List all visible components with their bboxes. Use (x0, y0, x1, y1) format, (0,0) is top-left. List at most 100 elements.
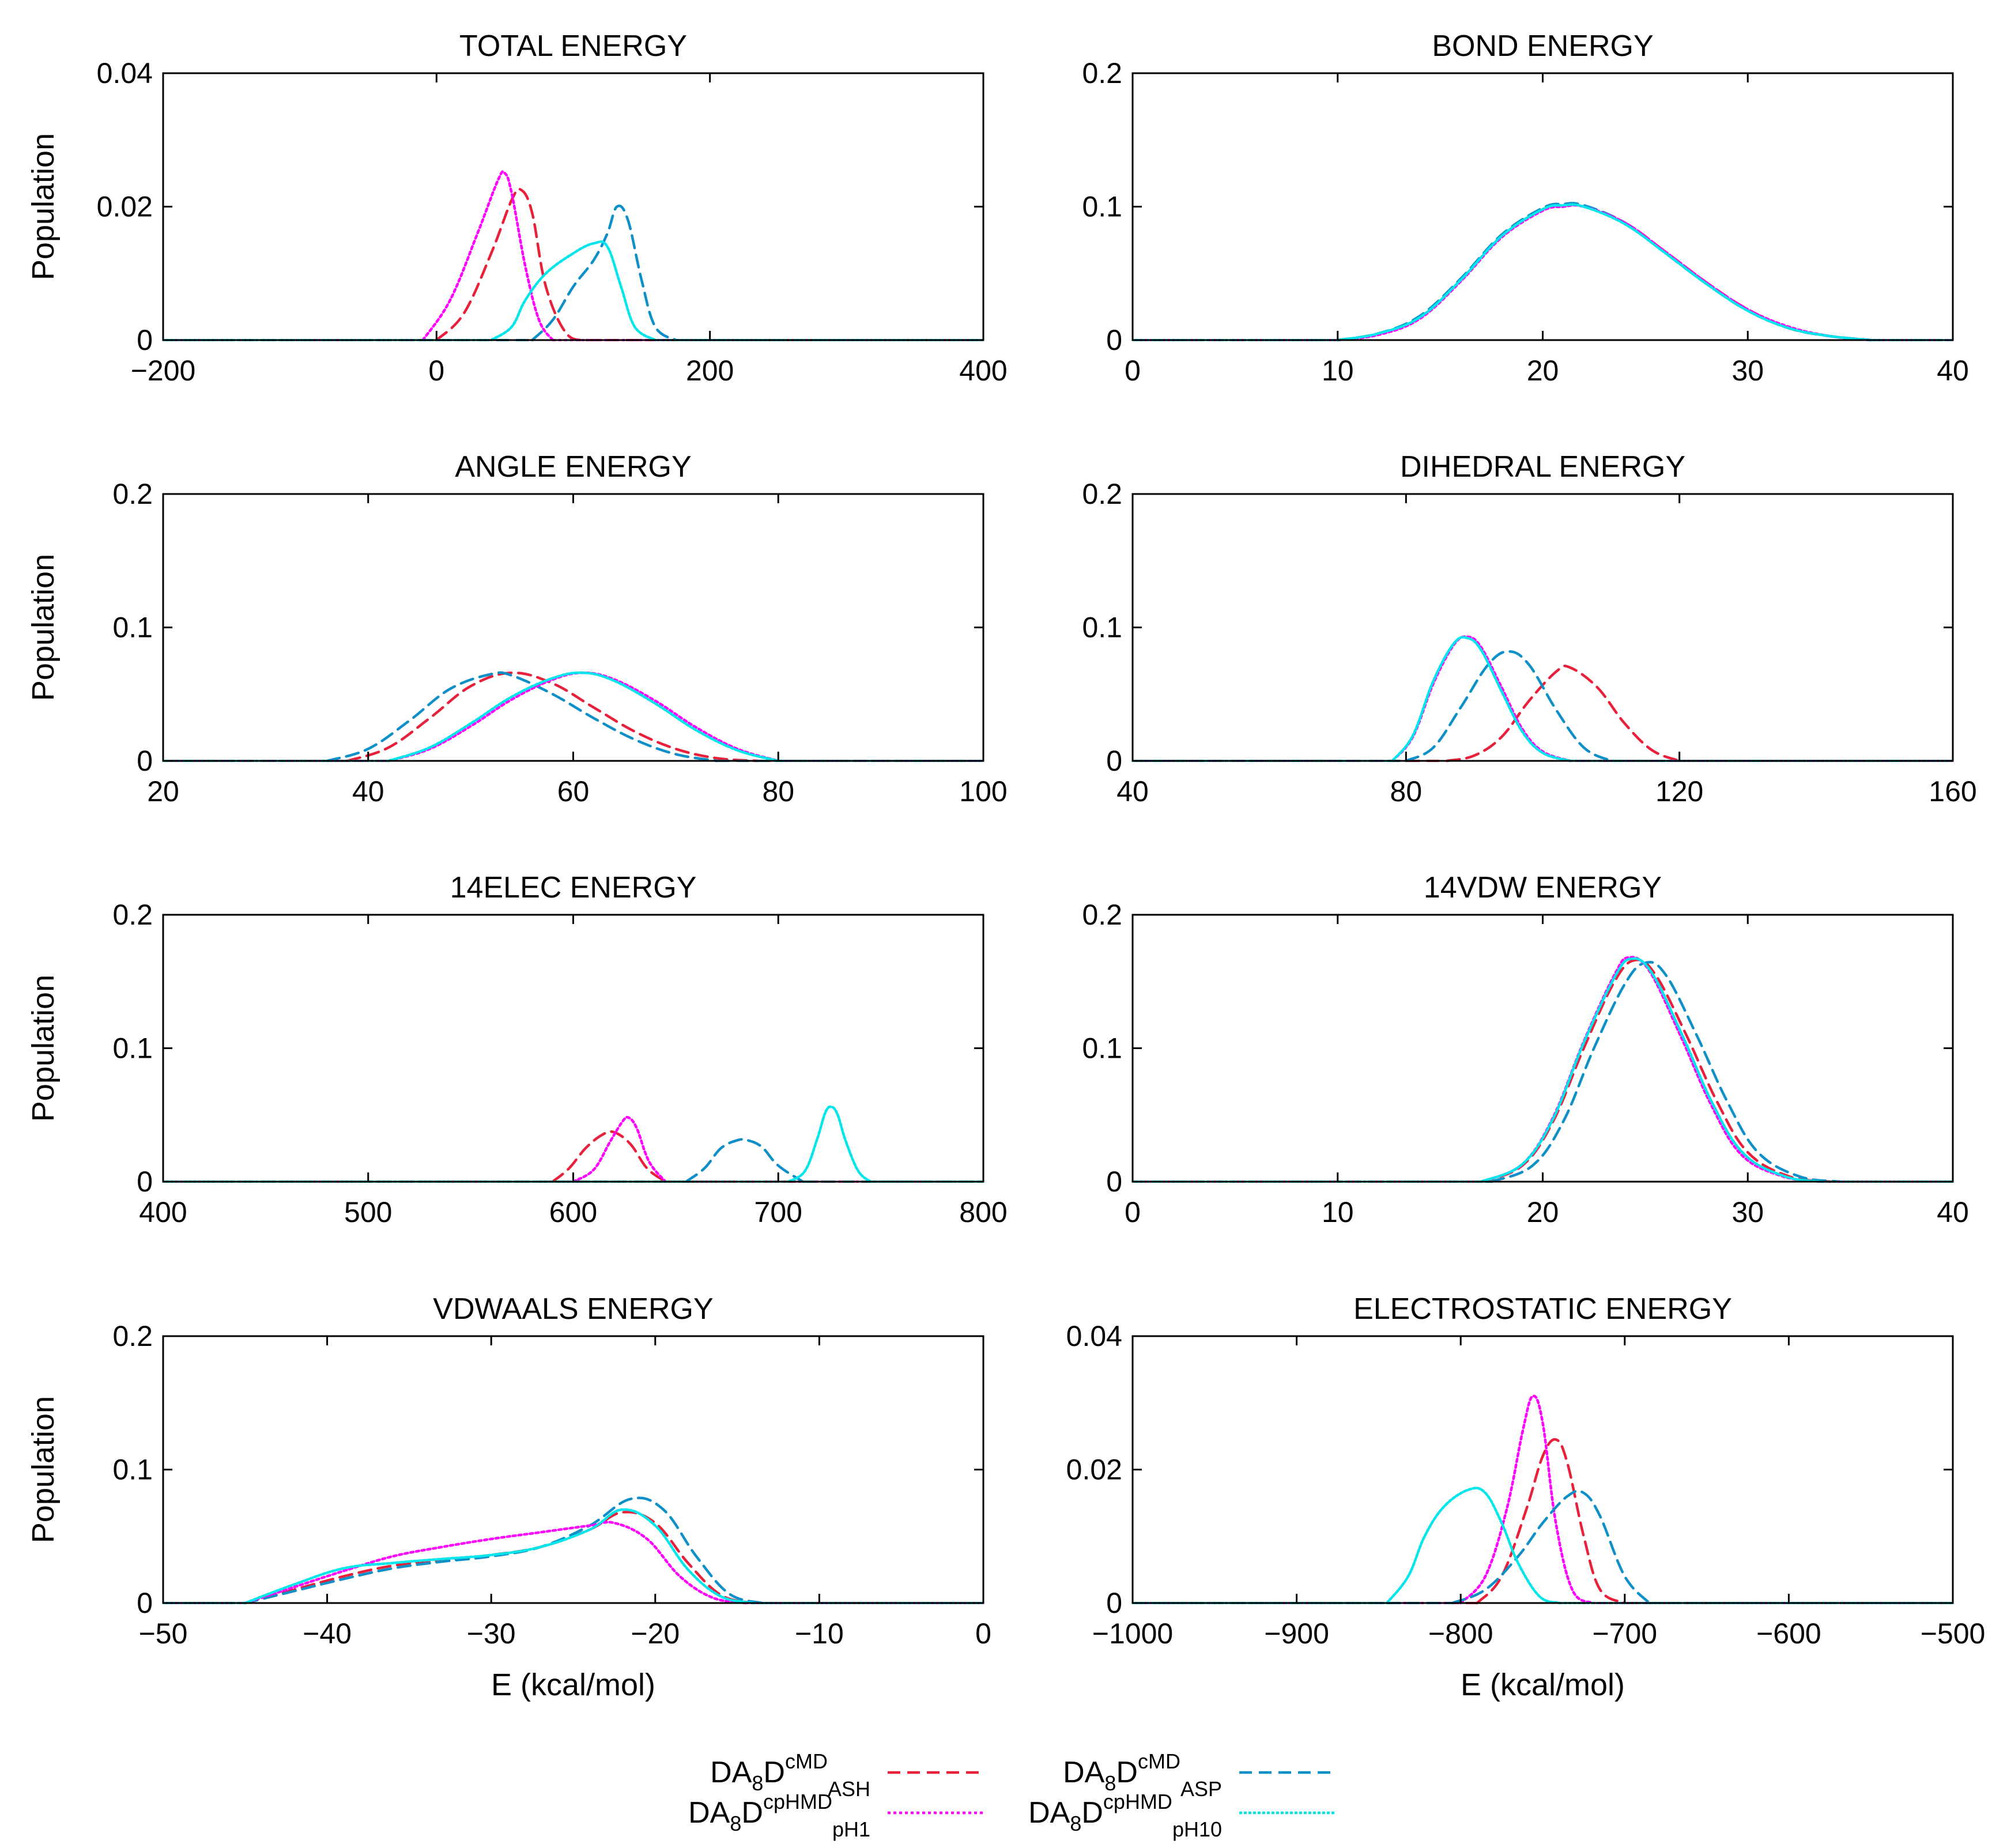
y-tick-label: 0.1 (112, 1454, 153, 1486)
series-line-ph10 (1385, 1487, 1561, 1605)
y-tick-label: 0 (1106, 1587, 1122, 1619)
series-lines (163, 671, 983, 763)
series-line-asp (326, 671, 718, 763)
chart-panel: ELECTROSTATIC ENERGY −1000 −900 −800 −700 −60… (1066, 1292, 1986, 1702)
x-tick-label: −40 (303, 1617, 352, 1650)
panel-title: ELECTROSTATIC ENERGY (1353, 1292, 1732, 1326)
plot-frame (162, 914, 984, 1183)
legend-label-base: DA (710, 1756, 752, 1789)
series-lines (1133, 635, 1953, 763)
legend-label-sup: cpHMD (763, 1790, 832, 1813)
series-line-ash (435, 187, 588, 342)
y-tick-label: 0.1 (112, 1032, 153, 1065)
series-line-ash (244, 1510, 755, 1605)
series-line-ash (1476, 1438, 1627, 1605)
legend-label-sub2: pH10 (1172, 1817, 1222, 1841)
legend-label-sub2: ASP (1180, 1777, 1222, 1801)
series-line-asp (1405, 650, 1613, 763)
x-tick-label: 500 (344, 1196, 392, 1228)
x-tick-label: 40 (1116, 775, 1149, 808)
x-tick-label: 30 (1731, 1196, 1764, 1228)
legend-label-sub2: pH1 (832, 1817, 870, 1841)
x-tick-label: −600 (1756, 1617, 1821, 1650)
y-tick-label: 0.04 (97, 57, 153, 89)
series-line-ph10 (1391, 636, 1572, 763)
y-tick-label: 0 (137, 1166, 153, 1198)
x-tick-label: −30 (467, 1617, 516, 1650)
y-tick-label: 0 (1106, 1166, 1122, 1198)
legend-label-sup: cMD (785, 1749, 828, 1773)
x-tick-label: 0 (1125, 354, 1141, 387)
chart-panel: ANGLE ENERGY 20 40 60 80 100 0 0.1 0.2 Population (26, 450, 1008, 808)
y-tick-label: 0.2 (1082, 57, 1122, 89)
x-tick-label: 80 (762, 775, 794, 808)
legend-entry-ph10: DA8DcpHMDpH10 (1028, 1790, 1334, 1841)
legend-label-base: DA (1063, 1756, 1105, 1789)
y-axis-label: Population (26, 975, 61, 1122)
legend-label-sup: cMD (1138, 1749, 1180, 1773)
legend-label: DA8DcMDASP (1063, 1749, 1222, 1801)
y-tick-label: 0.1 (112, 612, 153, 644)
x-tick-label: −900 (1264, 1617, 1329, 1650)
series-line-ph1 (421, 170, 554, 342)
chart-panel: TOTAL ENERGY−200 0 200 40000.020.04Populati… (26, 29, 1008, 387)
chart-panel: BOND ENERGY 0 10 20 30 40 0 0.1 0.2 (1082, 29, 1968, 387)
plot-frame (1131, 493, 1954, 762)
chart-panel: DIHEDRAL ENERGY 40 80 120 160 0 0.1 0.2 (1082, 450, 1976, 808)
series-lines (163, 1496, 983, 1605)
series-lines (163, 170, 983, 342)
legend-label-sub1: 8 (752, 1771, 763, 1795)
legend-label-sup: cpHMD (1103, 1790, 1172, 1813)
legend-entry-ash: DA8DcMDASH (710, 1749, 983, 1801)
series-line-asp (244, 1496, 764, 1605)
x-axis-label: E (kcal/mol) (491, 1668, 655, 1702)
legend-label-sub2: ASH (828, 1777, 870, 1801)
y-tick-label: 0.2 (112, 478, 153, 510)
chart-panel: 14ELEC ENERGY 400 500 600 700 800 0 0.1 0.2 Popul… (26, 871, 1008, 1228)
y-tick-label: 0 (137, 745, 153, 777)
x-tick-label: 0 (975, 1617, 991, 1650)
y-tick-label: 0 (137, 324, 153, 356)
x-tick-label: 40 (352, 775, 384, 808)
series-line-ph1 (1480, 956, 1821, 1183)
x-tick-label: 0 (1125, 1196, 1141, 1228)
x-tick-label: 40 (1937, 354, 1969, 387)
panel-title: VDWAALS ENERGY (433, 1292, 713, 1326)
x-tick-label: 20 (147, 775, 179, 808)
y-axis-label: Population (26, 133, 61, 280)
y-tick-label: 0.1 (1082, 612, 1122, 644)
series-line-ash (1446, 664, 1681, 763)
x-tick-label: −800 (1428, 1617, 1493, 1650)
x-tick-label: 200 (686, 354, 734, 387)
series-line-ph1 (1391, 635, 1572, 763)
legend-label-base: DA (688, 1796, 730, 1830)
series-line-ph10 (1480, 957, 1823, 1183)
y-tick-label: 0.2 (112, 1320, 153, 1352)
x-tick-label: 800 (959, 1196, 1007, 1228)
y-tick-label: 0 (137, 1587, 153, 1619)
panel-title: 14VDW ENERGY (1424, 871, 1662, 904)
legend-label-mid: D (741, 1796, 763, 1830)
plot-frame (162, 72, 984, 341)
panel-title: 14ELEC ENERGY (450, 871, 697, 904)
legend-label: DA8DcpHMDpH1 (688, 1790, 870, 1841)
x-tick-label: 100 (959, 775, 1007, 808)
series-line-ash (346, 671, 759, 763)
y-tick-label: 0.1 (1082, 1032, 1122, 1065)
y-tick-label: 0 (1106, 324, 1122, 356)
y-tick-label: 0.04 (1066, 1320, 1122, 1352)
legend-label-mid: D (1081, 1796, 1103, 1830)
panel-title: TOTAL ENERGY (459, 29, 687, 63)
series-line-ph10 (387, 671, 780, 763)
legend-label-sub1: 8 (1104, 1771, 1116, 1795)
x-tick-label: 700 (754, 1196, 802, 1228)
plot-frame (162, 493, 984, 762)
x-tick-label: 40 (1937, 1196, 1969, 1228)
x-tick-label: 0 (428, 354, 444, 387)
x-axis-label: E (kcal/mol) (1461, 1668, 1625, 1702)
series-line-ph10 (244, 1508, 755, 1605)
series-line-asp (1451, 1489, 1651, 1605)
x-tick-label: 600 (549, 1196, 597, 1228)
chart-panels: TOTAL ENERGY−200 0 200 40000.020.04Populati… (26, 29, 1985, 1702)
x-tick-label: 30 (1731, 354, 1764, 387)
